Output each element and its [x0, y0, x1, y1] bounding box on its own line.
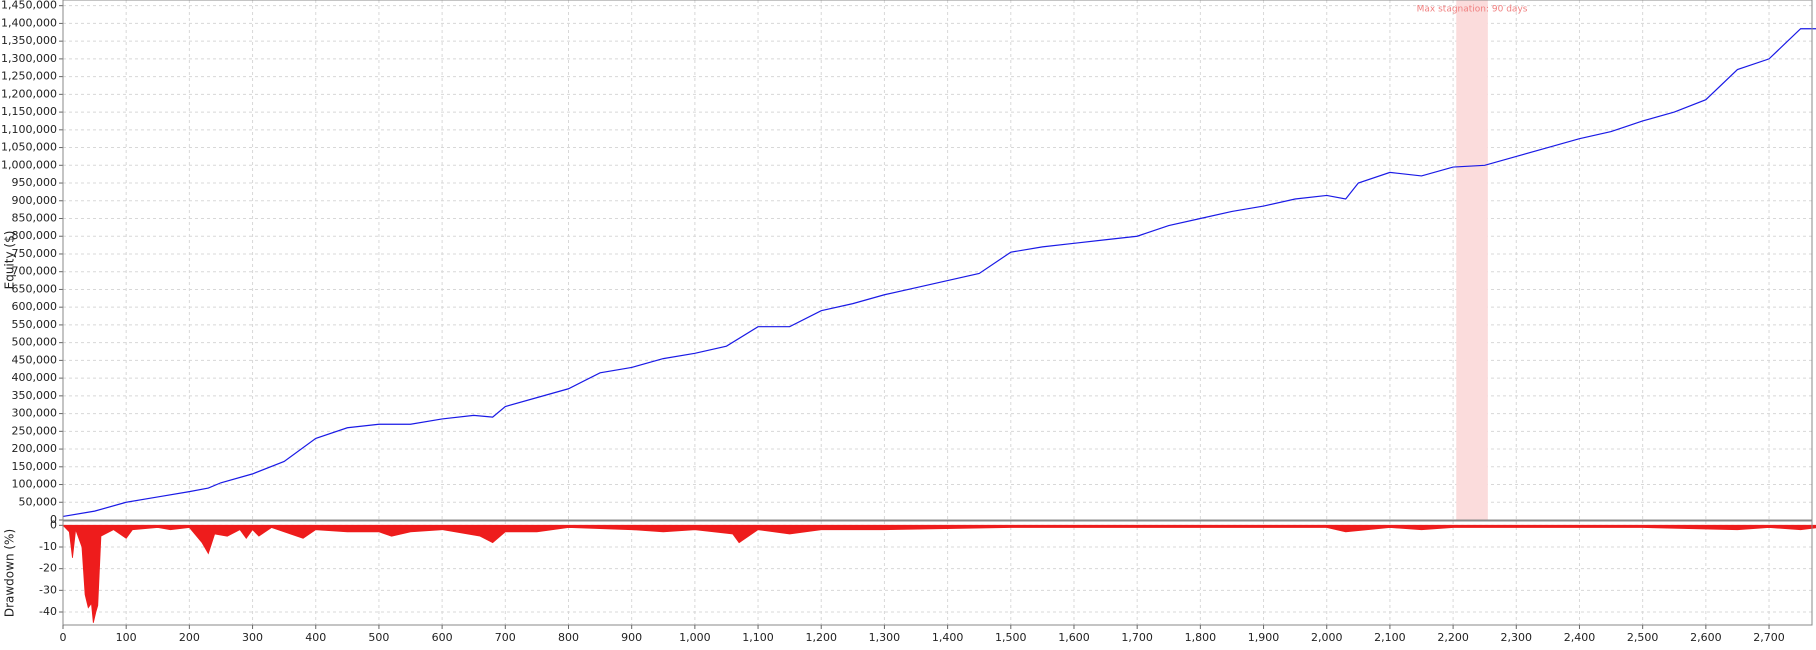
x-tick-label: 1,500 — [995, 631, 1027, 644]
x-tick-label: 600 — [432, 631, 453, 644]
y-tick-label: 200,000 — [12, 442, 58, 455]
x-tick-label: 700 — [495, 631, 516, 644]
y-tick-label: 350,000 — [12, 389, 58, 402]
x-tick-label: 2,200 — [1437, 631, 1469, 644]
stagnation-label: Max stagnation: 90 days — [1417, 5, 1528, 15]
x-tick-label: 2,500 — [1627, 631, 1659, 644]
equity-line — [62, 28, 1816, 518]
x-tick-label: 1,400 — [932, 631, 964, 644]
y-tick-label: 1,400,000 — [1, 16, 57, 29]
x-tick-label: 900 — [621, 631, 642, 644]
x-tick-label: 500 — [368, 631, 389, 644]
x-tick-label: 1,900 — [1248, 631, 1280, 644]
x-tick-label: 0 — [60, 631, 67, 644]
y-tick-label: 1,350,000 — [1, 34, 57, 47]
x-tick-label: 2,300 — [1501, 631, 1533, 644]
y-tick-label: 50,000 — [19, 495, 58, 508]
y-tick-label: 850,000 — [12, 211, 58, 224]
y-tick-label: -30 — [39, 583, 57, 596]
x-tick-label: 2,100 — [1374, 631, 1406, 644]
x-tick-label: 1,000 — [679, 631, 711, 644]
x-tick-label: 1,800 — [1185, 631, 1217, 644]
plot-frame — [62, 520, 1813, 626]
plot-frame — [62, 0, 1813, 521]
y-tick-label: 1,150,000 — [1, 105, 57, 118]
x-tick-label: 400 — [305, 631, 326, 644]
x-tick-label: 1,100 — [742, 631, 774, 644]
y-tick-label: 1,250,000 — [1, 70, 57, 83]
y-tick-label: 300,000 — [12, 407, 58, 420]
y-tick-label: -10 — [39, 540, 57, 553]
x-tick-label: 2,000 — [1311, 631, 1343, 644]
y-tick-label: 1,100,000 — [1, 123, 57, 136]
x-tick-label: 2,700 — [1753, 631, 1785, 644]
y-tick-label: 700,000 — [12, 265, 58, 278]
y-tick-label: 800,000 — [12, 229, 58, 242]
y-tick-label: 250,000 — [12, 424, 58, 437]
x-tick-label: 100 — [116, 631, 137, 644]
x-tick-label: 1,200 — [805, 631, 837, 644]
y-tick-label: 750,000 — [12, 247, 58, 260]
y-tick-label: 100,000 — [12, 478, 58, 491]
y-tick-label: 0 — [50, 513, 57, 526]
x-tick-label: 1,700 — [1121, 631, 1153, 644]
x-tick-label: 300 — [242, 631, 263, 644]
x-tick-label: 1,600 — [1058, 631, 1090, 644]
y-tick-label: 550,000 — [12, 318, 58, 331]
y-axis-label: Equity ($) — [3, 231, 17, 290]
y-tick-label: 650,000 — [12, 282, 58, 295]
x-tick-label: 200 — [179, 631, 200, 644]
y-tick-label: -20 — [39, 562, 57, 575]
y-tick-label: 0 — [50, 518, 57, 531]
x-tick-label: 1,300 — [869, 631, 901, 644]
y-tick-label: 1,050,000 — [1, 141, 57, 154]
y-tick-label: 1,450,000 — [1, 0, 57, 12]
x-tick-label: 2,600 — [1690, 631, 1722, 644]
x-tick-label: 2,400 — [1564, 631, 1596, 644]
y-axis-label: Drawdown (%) — [3, 529, 17, 617]
stagnation-band — [1456, 0, 1488, 520]
y-tick-label: 400,000 — [12, 371, 58, 384]
y-tick-label: 150,000 — [12, 460, 58, 473]
y-tick-label: 1,000,000 — [1, 158, 57, 171]
y-tick-label: 600,000 — [12, 300, 58, 313]
y-tick-label: -40 — [39, 605, 57, 618]
drawdown-area — [62, 524, 1816, 623]
y-tick-label: 950,000 — [12, 176, 58, 189]
y-tick-label: 900,000 — [12, 194, 58, 207]
y-tick-label: 1,300,000 — [1, 52, 57, 65]
y-tick-label: 500,000 — [12, 336, 58, 349]
y-tick-label: 1,200,000 — [1, 87, 57, 100]
y-tick-label: 450,000 — [12, 353, 58, 366]
x-tick-label: 800 — [558, 631, 579, 644]
